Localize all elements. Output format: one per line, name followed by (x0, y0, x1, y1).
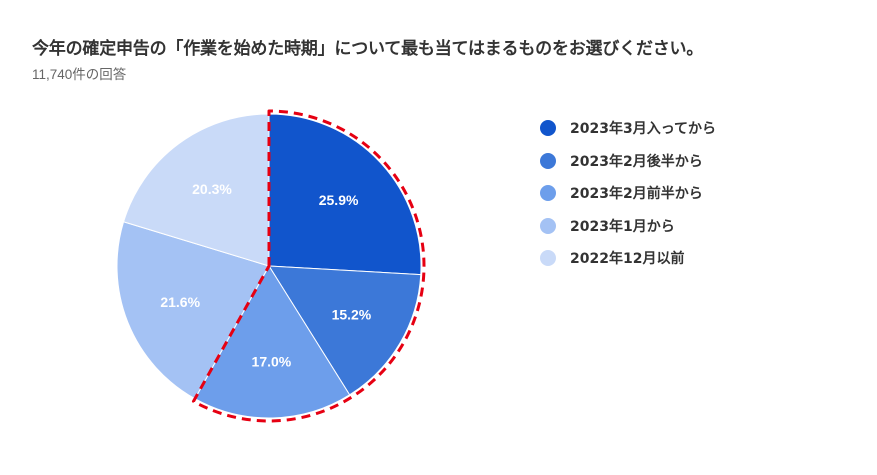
legend-label-5: 2022年12月以前 (570, 251, 685, 268)
legend-item-4: 2023年1月から (540, 210, 716, 243)
legend-swatch-4 (540, 217, 556, 234)
pie-slice-5 (122, 113, 270, 267)
legend-item-1: 2023年3月入ってから (540, 112, 716, 145)
highlight-outline (191, 109, 426, 423)
legend-label-4: 2023年1月から (570, 218, 675, 235)
legend-swatch-2 (540, 152, 556, 169)
pie-slice-4 (116, 221, 270, 400)
legend-label-3: 2023年2月前半から (570, 186, 703, 203)
legend-label-2: 2023年2月後半から (570, 153, 703, 170)
slice-value-label-5: 20.3% (192, 181, 232, 197)
legend-swatch-1 (540, 120, 556, 137)
pie-slice-3 (194, 265, 351, 419)
legend-item-3: 2023年2月前半から (540, 177, 716, 210)
chart-title: 今年の確定申告の「作業を始めた時期」について最も当てはまるものをお選びください。 (32, 39, 704, 59)
legend-swatch-5 (540, 250, 556, 267)
slice-value-label-1: 25.9% (319, 192, 359, 208)
pie-slice-1 (268, 113, 422, 276)
slice-value-label-3: 17.0% (252, 354, 292, 370)
legend-swatch-3 (540, 185, 556, 202)
legend-item-5: 2022年12月以前 (540, 242, 716, 275)
legend-item-2: 2023年2月後半から (540, 145, 716, 178)
response-count: 11,740件の回答 (32, 67, 127, 82)
slice-value-label-2: 15.2% (332, 307, 372, 323)
chart-legend: 2023年3月入ってから 2023年2月後半から 2023年2月前半から 2023年1… (540, 112, 716, 275)
legend-label-1: 2023年3月入ってから (570, 121, 717, 138)
pie-slice-2 (268, 265, 422, 396)
slice-value-label-4: 21.6% (160, 294, 200, 310)
